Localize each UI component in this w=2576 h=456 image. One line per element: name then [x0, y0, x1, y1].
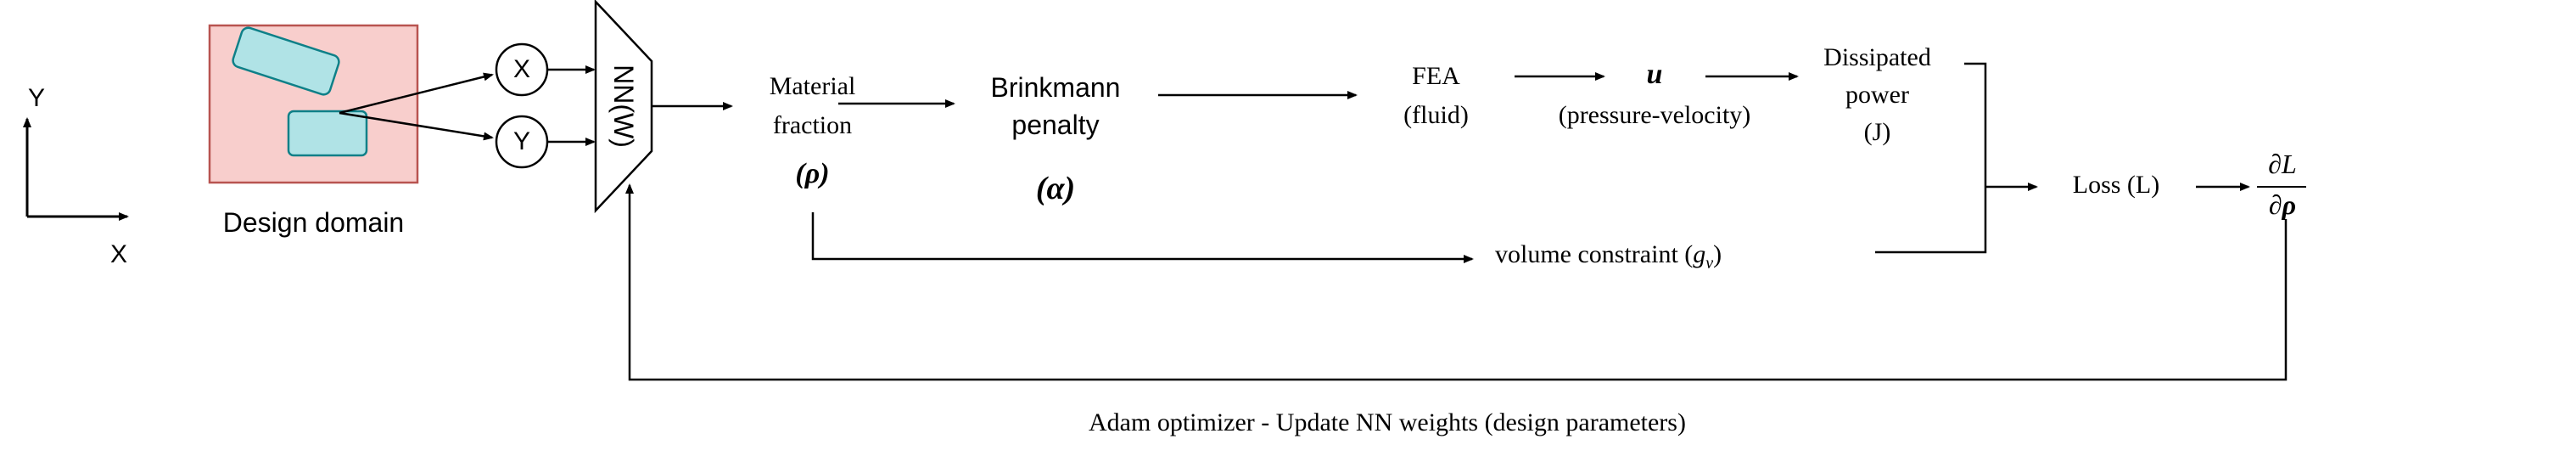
fea-line2: (fluid): [1403, 101, 1469, 129]
input-y-label: Y: [512, 127, 530, 155]
design-shape-small: [287, 110, 368, 157]
velocity-caption: (pressure-velocity): [1558, 101, 1751, 129]
connector-dissipated-to-merge: [1875, 62, 1987, 254]
dissipated-line3: (J): [1863, 118, 1891, 146]
volume-constraint-label: volume constraint (gv): [1495, 239, 1722, 273]
design-shape-tilted: [232, 26, 340, 96]
arrow-domain-to-x: [339, 72, 494, 115]
volume-constraint-text: volume constraint (: [1495, 240, 1694, 268]
material-fraction-symbol: (ρ): [795, 158, 830, 189]
feedback-label: Adam optimizer - Update NN weights (desi…: [1089, 408, 1686, 436]
nn-label: NN(W): [608, 65, 639, 148]
material-fraction-line1: Material: [769, 72, 856, 100]
dissipated-line2: power: [1845, 81, 1909, 109]
loss-label: Loss (L): [2072, 171, 2160, 199]
gradient-numerator: ∂L: [2268, 149, 2297, 179]
dissipated-line1: Dissipated: [1823, 43, 1931, 71]
y-axis-label: Y: [28, 84, 46, 112]
design-domain-label: Design domain: [222, 207, 405, 238]
volume-constraint-subscript: v: [1705, 254, 1714, 273]
brinkmann-line2: penalty: [1011, 110, 1100, 140]
fea-line1: FEA: [1412, 62, 1460, 90]
design-domain-box: [208, 24, 419, 184]
volume-constraint-close: ): [1713, 240, 1722, 268]
gradient-denominator: ∂ρ: [2268, 189, 2297, 220]
volume-constraint-symbol: g: [1693, 240, 1706, 268]
velocity-symbol: u: [1646, 59, 1663, 90]
arrow-domain-to-y: [339, 111, 494, 141]
input-x-label: X: [512, 55, 530, 83]
arrow-feedback-to-nn: [625, 183, 2288, 381]
nn-trapezoid: [594, 0, 653, 214]
brinkmann-symbol: (α): [1035, 171, 1076, 206]
arrow-material-to-volume: [811, 212, 1474, 263]
coordinate-axes: [23, 117, 129, 221]
brinkmann-line1: Brinkmann: [990, 72, 1121, 103]
material-fraction-line2: fraction: [772, 111, 853, 139]
x-axis-label: X: [110, 240, 128, 268]
